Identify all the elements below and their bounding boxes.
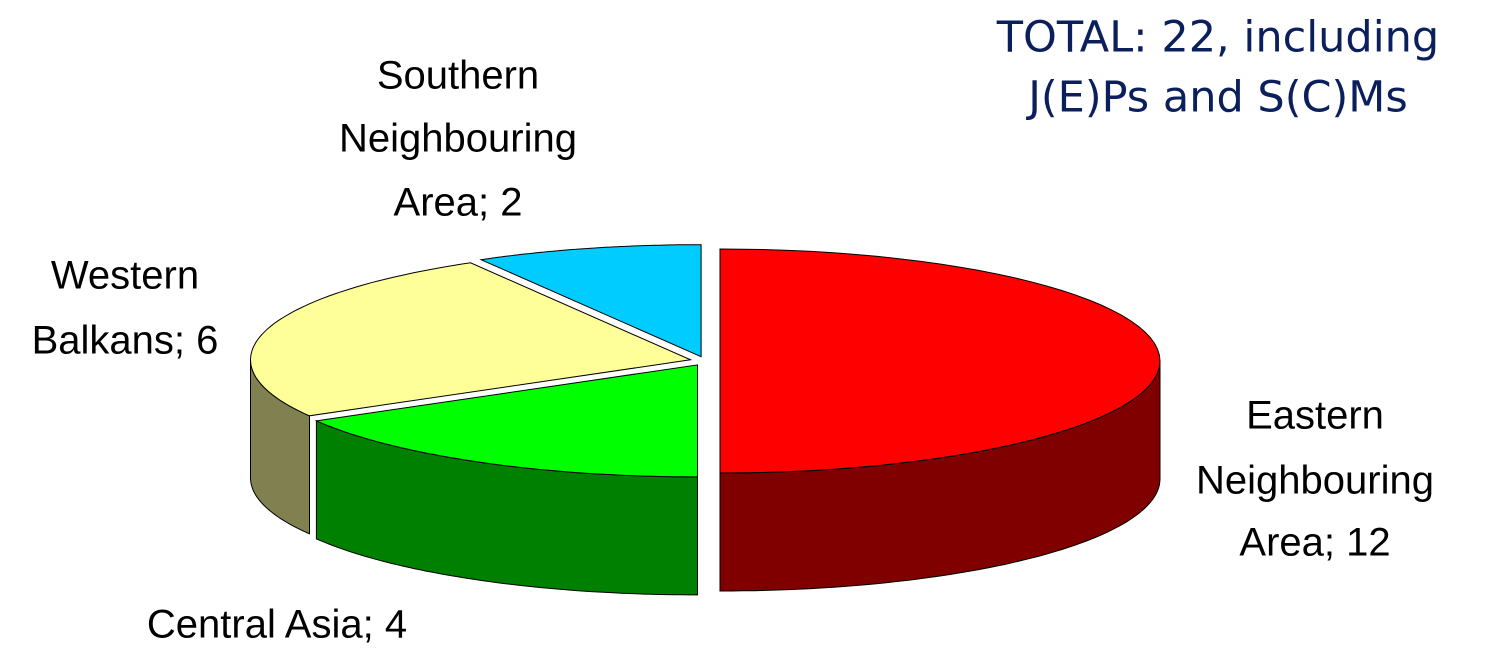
data-label: Balkans; 6 (32, 319, 219, 363)
pie (249, 244, 1161, 596)
data-label: Central Asia; 4 (147, 603, 407, 647)
slice (719, 248, 1161, 474)
data-label: Neighbouring (339, 117, 577, 161)
slice (479, 244, 702, 358)
data-label: Southern (377, 54, 539, 98)
chart-title: J(E)Ps and S(C)Ms (1025, 73, 1408, 123)
slice (249, 262, 693, 417)
slice (314, 364, 698, 478)
chart-title: TOTAL: 22, including (996, 13, 1439, 63)
data-label: Eastern (1246, 394, 1384, 438)
data-label: Area; 2 (394, 181, 523, 225)
data-label: Western (51, 254, 199, 298)
data-label: Neighbouring (1196, 459, 1434, 503)
data-label: Area; 12 (1239, 521, 1390, 565)
